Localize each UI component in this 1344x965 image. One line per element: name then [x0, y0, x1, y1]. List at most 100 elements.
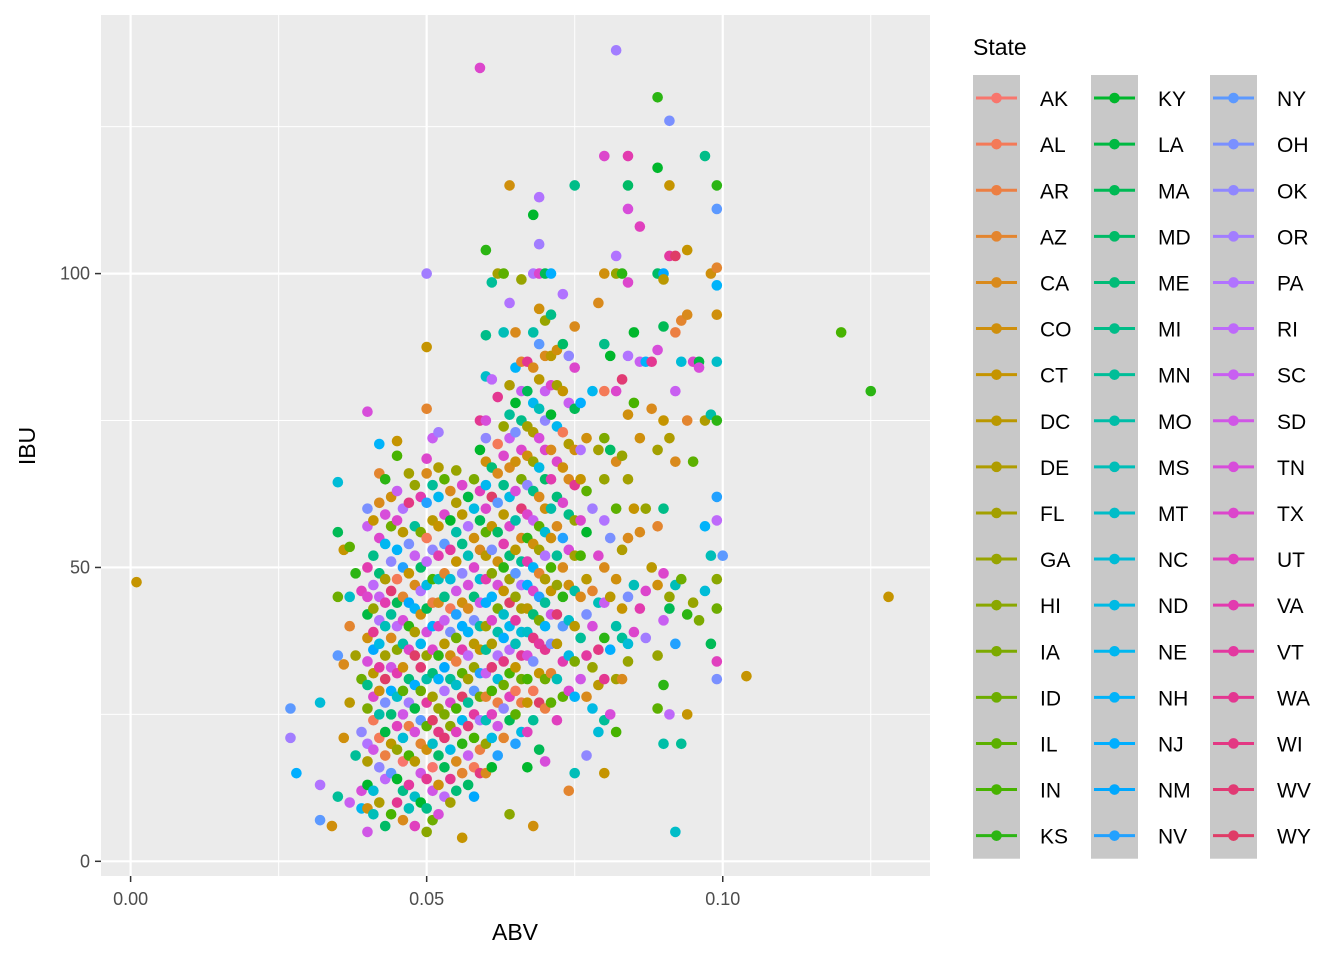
data-point: [510, 662, 521, 673]
data-point: [711, 673, 723, 685]
data-point: [634, 526, 646, 538]
data-point: [569, 180, 581, 191]
data-point: [492, 438, 504, 450]
legend-key-point: [1109, 231, 1120, 242]
data-point: [599, 385, 610, 397]
data-point: [486, 638, 498, 650]
data-point: [551, 638, 563, 650]
data-point: [711, 309, 723, 321]
legend-key-point: [1109, 461, 1120, 473]
data-point: [622, 150, 634, 162]
data-point: [450, 526, 462, 538]
data-point: [504, 180, 515, 191]
data-point: [504, 409, 515, 420]
data-point: [545, 697, 557, 708]
data-point: [403, 568, 415, 579]
legend-label: MI: [1158, 319, 1181, 342]
legend-key-point: [991, 738, 1002, 749]
data-point: [575, 397, 586, 409]
data-point: [664, 709, 675, 720]
x-tick-label: 0.10: [705, 889, 740, 909]
data-point: [533, 744, 545, 755]
data-point: [486, 591, 498, 603]
data-point: [569, 656, 581, 667]
data-point: [362, 406, 373, 418]
data-point: [462, 673, 474, 685]
legend-label: NM: [1158, 780, 1191, 803]
data-point: [652, 703, 663, 714]
data-point: [131, 576, 142, 588]
data-point: [510, 709, 521, 720]
legend-label: LA: [1158, 134, 1184, 157]
legend-label: NJ: [1158, 733, 1184, 756]
legend-label: AZ: [1040, 226, 1067, 249]
data-point: [533, 403, 545, 415]
data-point: [599, 338, 610, 350]
data-point: [551, 521, 563, 532]
data-point: [676, 356, 687, 368]
legend-label: WA: [1277, 687, 1310, 710]
legend-label: UT: [1277, 549, 1305, 572]
data-point: [652, 91, 663, 103]
data-point: [445, 744, 456, 755]
legend-label: OR: [1277, 226, 1309, 249]
data-point: [291, 767, 302, 779]
data-point: [622, 591, 634, 603]
data-point: [391, 485, 403, 497]
legend-label: TN: [1277, 457, 1305, 480]
data-point: [539, 573, 551, 585]
data-point: [379, 573, 391, 585]
data-point: [486, 615, 498, 626]
data-point: [604, 532, 616, 544]
data-point: [664, 603, 675, 614]
data-point: [527, 685, 539, 697]
data-point: [350, 650, 361, 661]
data-point: [545, 268, 557, 279]
data-point: [504, 297, 515, 309]
y-tick-label: 0: [80, 851, 90, 871]
data-point: [498, 268, 509, 279]
data-point: [510, 544, 521, 556]
data-point: [421, 556, 432, 567]
data-point: [522, 697, 533, 708]
data-point: [516, 274, 527, 285]
legend-label: OH: [1277, 134, 1309, 157]
data-point: [527, 820, 539, 832]
data-point: [486, 662, 498, 673]
data-point: [593, 726, 604, 738]
y-tick-label: 50: [70, 557, 90, 577]
data-point: [569, 321, 581, 332]
data-point: [593, 550, 604, 561]
data-point: [350, 568, 361, 579]
data-point: [681, 244, 693, 256]
data-point: [711, 491, 723, 503]
data-point: [664, 180, 675, 191]
data-point: [397, 709, 409, 720]
data-point: [450, 785, 462, 797]
data-point: [374, 761, 385, 773]
data-point: [486, 732, 498, 744]
data-point: [510, 426, 521, 438]
data-point: [374, 709, 385, 720]
data-point: [616, 603, 628, 614]
data-point: [450, 556, 462, 567]
data-point: [533, 462, 545, 473]
x-axis-title: ABV: [492, 919, 539, 945]
legend-label: NH: [1158, 687, 1188, 710]
data-point: [510, 485, 521, 497]
data-point: [604, 350, 616, 362]
data-point: [681, 709, 693, 720]
data-point: [883, 591, 894, 603]
data-point: [664, 432, 675, 444]
data-point: [504, 379, 515, 391]
data-point: [439, 685, 450, 697]
data-point: [622, 656, 634, 667]
data-point: [587, 385, 598, 397]
data-point: [557, 338, 569, 350]
data-point: [604, 591, 616, 603]
data-point: [593, 297, 604, 309]
legend-label: ND: [1158, 595, 1188, 618]
data-point: [445, 515, 456, 526]
legend-label: SC: [1277, 365, 1306, 388]
data-point: [676, 738, 687, 750]
